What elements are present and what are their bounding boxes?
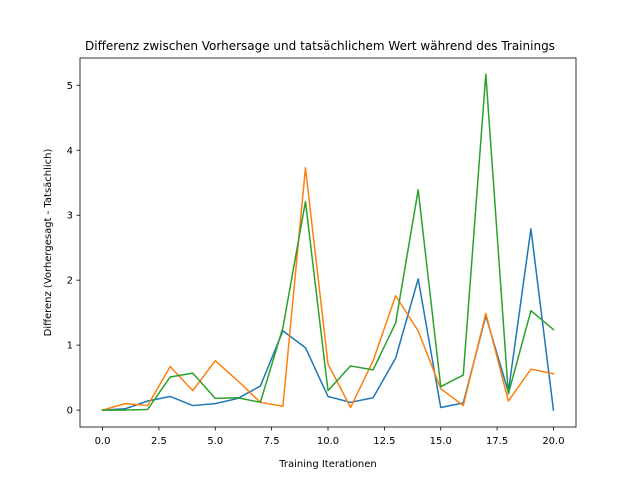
x-tick-label: 7.5: [264, 436, 280, 447]
x-tick-label: 0.0: [95, 436, 111, 447]
x-tick-label: 17.5: [486, 436, 508, 447]
x-axis-ticks: 0.0 2.5 5.0 7.5 10.0 12.5 15.0 17.5 20.0: [95, 427, 565, 447]
series-line-3: [101, 73, 555, 411]
y-tick-label: 4: [67, 146, 73, 157]
y-tick-label: 5: [67, 81, 73, 92]
series-line-2: [101, 167, 555, 412]
y-tick-label: 1: [67, 341, 73, 352]
y-tick-label: 3: [67, 211, 73, 222]
x-tick-label: 15.0: [430, 436, 452, 447]
chart-title: Differenz zwischen Vorhersage und tatsäc…: [85, 39, 555, 53]
series-layer: [101, 73, 555, 412]
x-tick-label: 12.5: [373, 436, 395, 447]
y-tick-label: 0: [67, 406, 73, 417]
y-axis-ticks: 0 1 2 3 4 5: [67, 81, 80, 417]
x-tick-label: 5.0: [207, 436, 223, 447]
x-tick-label: 10.0: [317, 436, 339, 447]
y-tick-label: 2: [67, 276, 73, 287]
x-tick-label: 2.5: [151, 436, 167, 447]
x-tick-label: 20.0: [542, 436, 564, 447]
x-axis-label: Training Iterationen: [278, 459, 377, 470]
y-axis-label: Differenz (Vorhergesagt - Tatsächlich): [43, 148, 54, 336]
plot-frame: [79, 57, 577, 428]
